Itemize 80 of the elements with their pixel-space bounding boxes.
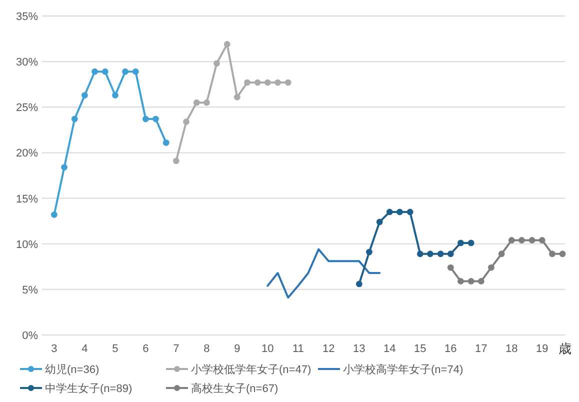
x-tick-label: 19 — [536, 343, 548, 355]
legend-label: 中学生女子(n=89) — [45, 382, 132, 395]
point — [71, 116, 78, 122]
y-tick-label: 35% — [16, 11, 38, 23]
x-tick-label: 8 — [204, 343, 210, 355]
point — [366, 248, 372, 256]
point — [142, 116, 149, 122]
point — [244, 79, 250, 86]
legend-label: 小学校低学年女子(n=47) — [191, 363, 312, 376]
point — [376, 218, 383, 226]
x-tick-label: 14 — [384, 343, 396, 355]
point — [224, 41, 230, 48]
x-tick-label: 11 — [292, 343, 304, 355]
x-tick-label: 6 — [142, 343, 149, 355]
x-tick-label: 7 — [173, 343, 180, 355]
point — [538, 237, 546, 244]
x-tick-label: 17 — [475, 343, 488, 355]
point — [122, 68, 128, 75]
y-tick-label: 0% — [22, 330, 38, 342]
x-tick-label: 4 — [82, 343, 88, 355]
point — [447, 264, 454, 271]
x-tick-label: 3 — [51, 343, 58, 355]
point — [548, 250, 556, 258]
point — [508, 237, 515, 244]
point — [162, 139, 170, 146]
point — [396, 208, 403, 216]
point — [518, 237, 525, 244]
point — [274, 79, 281, 86]
point — [458, 278, 464, 284]
point — [254, 79, 261, 86]
y-tick-label: 15% — [16, 193, 38, 206]
point — [152, 116, 159, 122]
point — [559, 250, 566, 258]
x-tick-label: 5 — [112, 343, 118, 355]
point — [416, 250, 424, 258]
point — [203, 99, 210, 106]
point — [488, 264, 494, 271]
point — [61, 164, 68, 170]
x-tick-label: 16 — [444, 343, 457, 355]
x-tick-label: 18 — [506, 343, 518, 355]
point — [406, 208, 414, 216]
x-tick-label: 10 — [262, 343, 274, 355]
point — [92, 68, 98, 75]
point — [193, 99, 200, 106]
point — [468, 278, 474, 284]
point — [234, 94, 240, 100]
point — [183, 118, 190, 125]
x-tick-label: 12 — [322, 343, 335, 355]
legend-label: 高校生女子(n=67) — [191, 382, 278, 395]
point — [172, 158, 180, 164]
point — [386, 208, 393, 216]
x-tick-label: 9 — [234, 343, 240, 355]
y-tick-label: 10% — [16, 238, 38, 251]
y-tick-label: 30% — [16, 56, 38, 69]
point — [498, 250, 505, 258]
point — [528, 237, 536, 244]
legend-label: 幼児(n=36) — [45, 363, 100, 376]
point — [437, 250, 444, 258]
line-series — [266, 248, 381, 299]
x-tick-label: 15 — [414, 343, 426, 355]
point — [214, 60, 220, 67]
point — [102, 68, 108, 75]
point — [468, 240, 474, 246]
y-tick-label: 5% — [22, 284, 38, 296]
point — [264, 79, 271, 86]
legend-label: 小学校高学年女子(n=74) — [343, 363, 464, 376]
point — [427, 250, 434, 258]
point — [478, 278, 484, 284]
point — [356, 280, 362, 288]
point — [284, 79, 292, 86]
point — [132, 68, 139, 75]
point — [447, 250, 454, 258]
y-tick-label: 25% — [16, 102, 38, 114]
point — [51, 211, 58, 218]
point — [81, 92, 88, 98]
y-tick-label: 20% — [16, 148, 38, 160]
x-axis-title: 歳 — [558, 341, 572, 356]
point — [458, 240, 464, 246]
point — [112, 92, 118, 98]
x-tick-label: 13 — [353, 343, 366, 355]
